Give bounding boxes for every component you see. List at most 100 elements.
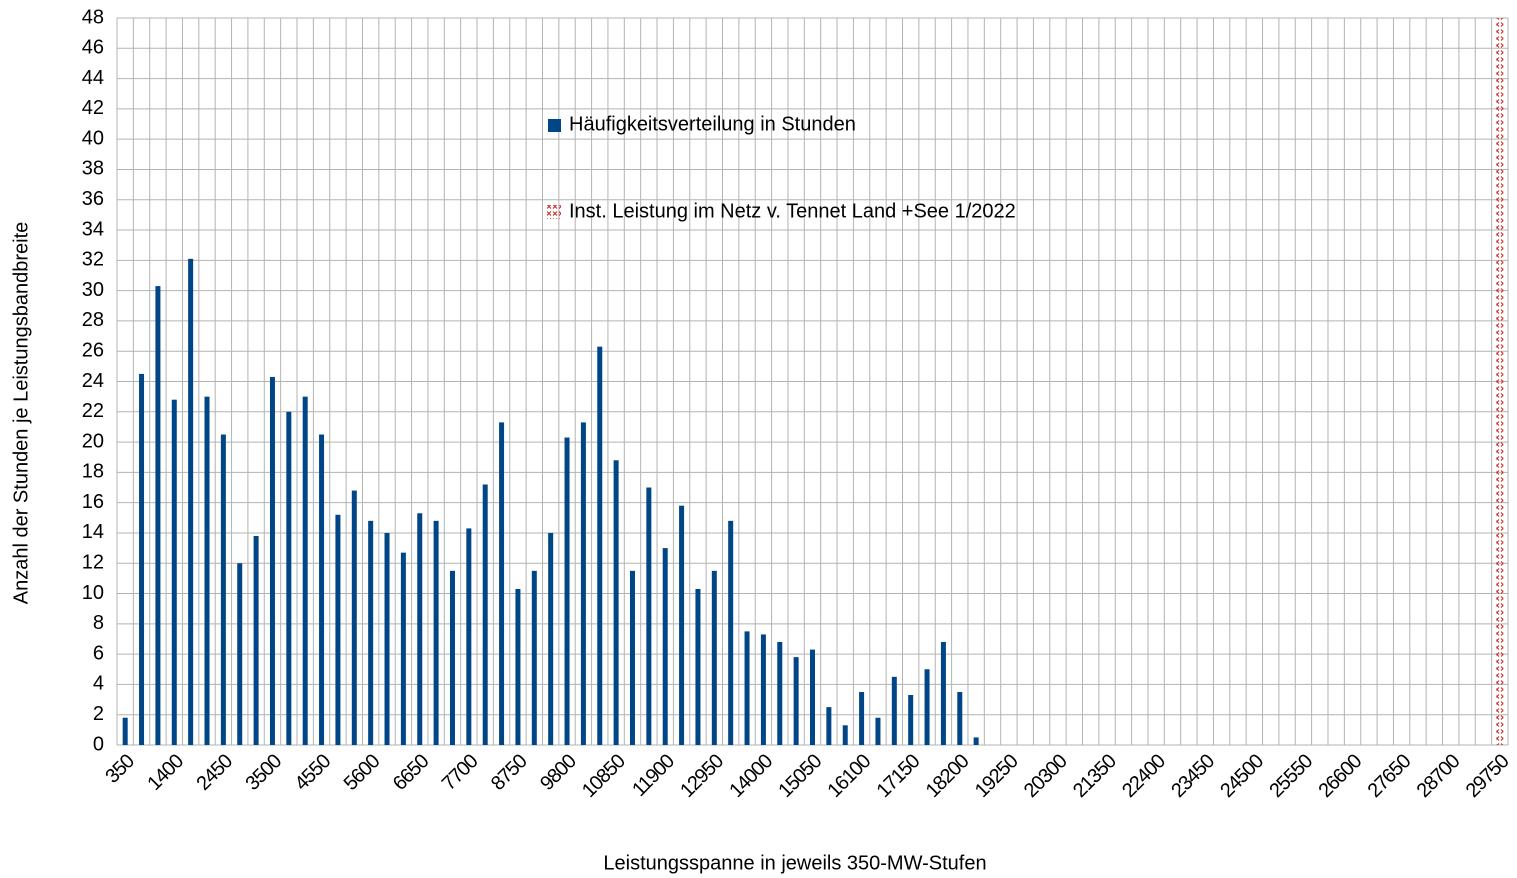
y-tick-label: 46 bbox=[82, 37, 104, 59]
bar bbox=[842, 725, 848, 745]
legend-swatch bbox=[547, 205, 561, 219]
y-tick-label: 42 bbox=[82, 97, 104, 119]
bar bbox=[417, 513, 423, 745]
bar bbox=[253, 535, 259, 745]
x-tick-label: 17150 bbox=[873, 750, 925, 802]
x-tick-label: 21350 bbox=[1069, 750, 1121, 802]
bar bbox=[826, 707, 832, 745]
bar bbox=[695, 588, 701, 745]
x-tick-label: 4550 bbox=[291, 750, 336, 795]
x-tick-label: 1400 bbox=[143, 750, 188, 795]
bar bbox=[269, 376, 275, 745]
x-tick-label: 9800 bbox=[536, 750, 581, 795]
bar bbox=[384, 532, 390, 745]
bar bbox=[220, 434, 226, 745]
bar bbox=[335, 514, 341, 745]
bar bbox=[171, 399, 177, 745]
x-tick-label: 10850 bbox=[578, 750, 630, 802]
bar bbox=[400, 552, 406, 745]
y-tick-label: 2 bbox=[93, 703, 104, 725]
y-tick-label: 36 bbox=[82, 188, 104, 210]
x-tick-label: 28700 bbox=[1413, 750, 1465, 802]
bar bbox=[957, 691, 963, 745]
bar bbox=[760, 634, 766, 745]
legend-label: Inst. Leistung im Netz v. Tennet Land +S… bbox=[569, 200, 1016, 222]
x-tick-label: 3500 bbox=[242, 750, 287, 795]
bar bbox=[351, 490, 357, 745]
bar bbox=[613, 460, 619, 745]
y-tick-label: 0 bbox=[93, 733, 104, 755]
bar bbox=[155, 286, 161, 745]
x-tick-label: 29750 bbox=[1462, 750, 1514, 802]
bar bbox=[286, 411, 292, 745]
bar bbox=[531, 570, 537, 745]
x-tick-label: 2450 bbox=[192, 750, 237, 795]
bar bbox=[368, 520, 374, 745]
bar bbox=[679, 505, 685, 745]
bar bbox=[629, 570, 635, 745]
bar bbox=[662, 548, 668, 745]
bar bbox=[891, 676, 897, 745]
legend-swatch bbox=[548, 119, 561, 132]
y-tick-label: 38 bbox=[82, 158, 104, 180]
bar bbox=[433, 520, 439, 745]
bar bbox=[810, 649, 815, 745]
x-tick-label: 11900 bbox=[628, 750, 679, 801]
bar bbox=[482, 484, 488, 745]
bar bbox=[875, 717, 881, 745]
y-tick-label: 22 bbox=[82, 400, 104, 422]
bar bbox=[908, 695, 914, 745]
bar bbox=[580, 422, 586, 745]
bar bbox=[646, 487, 652, 745]
y-tick-label: 8 bbox=[93, 612, 104, 634]
y-tick-label: 24 bbox=[82, 370, 104, 392]
x-tick-label: 25550 bbox=[1265, 750, 1317, 802]
x-tick-label: 20300 bbox=[1020, 750, 1072, 802]
bar bbox=[139, 373, 145, 745]
y-tick-label: 20 bbox=[82, 430, 104, 452]
y-tick-label: 10 bbox=[82, 582, 104, 604]
bar bbox=[793, 657, 799, 745]
bar bbox=[204, 396, 210, 745]
legend-label: Häufigkeitsverteilung in Stunden bbox=[569, 113, 856, 135]
x-axis-title: Leistungsspanne in jeweils 350-MW-Stufen bbox=[603, 852, 986, 874]
bar bbox=[940, 642, 946, 745]
x-tick-label: 26600 bbox=[1314, 750, 1366, 802]
bar bbox=[548, 532, 554, 745]
y-tick-label: 18 bbox=[82, 461, 104, 483]
y-tick-label: 4 bbox=[93, 673, 104, 695]
y-tick-label: 30 bbox=[82, 279, 104, 301]
marker-bar bbox=[1496, 18, 1504, 745]
bar bbox=[564, 437, 570, 745]
x-tick-label: 15050 bbox=[774, 750, 826, 802]
y-axis-title: Anzahl der Stunden je Leistungsbandbreit… bbox=[10, 222, 32, 605]
x-tick-label: 27650 bbox=[1364, 750, 1416, 802]
x-tick-label: 350 bbox=[101, 750, 139, 788]
bar bbox=[597, 346, 603, 745]
y-tick-label: 48 bbox=[82, 6, 104, 28]
x-tick-label: 5600 bbox=[340, 750, 385, 795]
bar bbox=[744, 631, 750, 745]
y-tick-label: 32 bbox=[82, 249, 104, 271]
x-tick-label: 22400 bbox=[1118, 750, 1170, 802]
bar bbox=[499, 422, 505, 745]
y-tick-label: 34 bbox=[82, 218, 104, 240]
x-tick-label: 18200 bbox=[922, 750, 974, 802]
x-tick-label: 12950 bbox=[676, 750, 728, 802]
y-tick-label: 40 bbox=[82, 127, 104, 149]
x-tick-label: 14000 bbox=[725, 750, 777, 802]
bar bbox=[973, 737, 979, 745]
y-tick-label: 14 bbox=[82, 521, 104, 543]
bar bbox=[188, 258, 194, 745]
x-tick-label: 16100 bbox=[824, 750, 876, 802]
y-tick-label: 26 bbox=[82, 339, 104, 361]
bar bbox=[515, 588, 521, 745]
bar bbox=[122, 717, 128, 745]
y-tick-label: 12 bbox=[82, 552, 104, 574]
x-tick-label: 19250 bbox=[971, 750, 1023, 802]
bar bbox=[859, 691, 865, 745]
x-tick-label: 6650 bbox=[389, 750, 434, 795]
bar bbox=[711, 570, 717, 745]
